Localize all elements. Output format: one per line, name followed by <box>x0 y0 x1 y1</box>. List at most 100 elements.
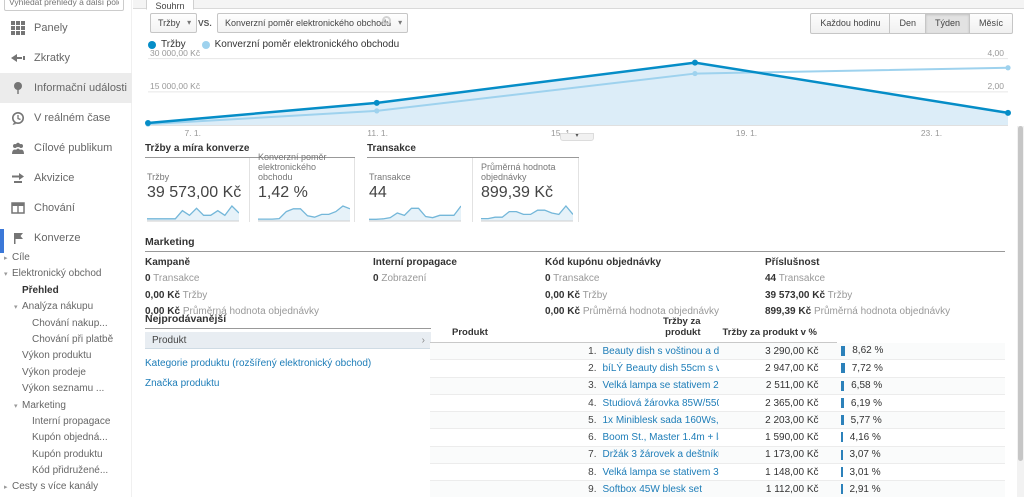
product-link[interactable]: Studiová žárovka 85W/5500K 400W <box>602 397 719 409</box>
sidebar-subitem[interactable]: Kód přidružené... <box>0 463 132 479</box>
row-revenue: 1 590,00 Kč <box>718 428 837 447</box>
expander-icon[interactable]: ▸ <box>4 484 8 492</box>
scorecard[interactable]: Tržby 39 573,00 Kč <box>145 158 250 222</box>
table-row: 2.bíLÝ Beauty dish 55cm s voštinou a dif… <box>430 359 1005 378</box>
scorecard[interactable]: Transakce 44 <box>367 158 473 222</box>
marketing-metric: 0,00 Kč Tržby <box>545 288 719 305</box>
hdr-line: Tržby za <box>663 316 701 327</box>
sidebar-subitem[interactable]: Chování při platbě <box>0 332 132 348</box>
product-link[interactable]: Držák 3 žárovek a deštníku se závitem E2… <box>602 449 719 461</box>
expander-icon[interactable]: ▾ <box>14 304 18 312</box>
scorecard[interactable]: Konverzní poměr elektronického obchodu 1,… <box>250 152 355 222</box>
sidebar-subitem[interactable]: ▸ Cíle <box>0 250 132 266</box>
product-link[interactable]: 1x Miniblesk sada 160Ws, záblesková lamp… <box>602 414 719 426</box>
sidebar-subitem[interactable]: Kupón objedná... <box>0 430 132 446</box>
granularity-button-den[interactable]: Den <box>889 13 926 34</box>
sidebar-item-chov-n-[interactable]: Chování <box>0 193 132 223</box>
top-sellers-menu: Nejprodávanější Produkt › Kategorie produk… <box>145 313 431 389</box>
product-link[interactable]: Velká lampa se stativem 38cm <box>602 466 719 478</box>
chart-collapse-handle[interactable]: ▾ <box>560 133 594 141</box>
sidebar-subitem[interactable]: Výkon prodeje <box>0 365 132 381</box>
percent-bar <box>840 449 843 460</box>
marketing-column: Příslušnost 44 Transakce 39 573,00 Kč Tržb… <box>765 257 950 321</box>
table-row: 9. Softbox 45W blesk set 1 112,00 Kč 2,91 % <box>430 480 1005 497</box>
sidebar-item-zkratky[interactable]: Zkratky <box>0 43 132 73</box>
row-percent-cell: 6,19 % <box>836 394 1005 413</box>
product-link[interactable]: Softbox 45W blesk set <box>602 484 703 496</box>
product-link[interactable]: Beauty dish s voštinou a difuzérem 42 cm… <box>602 345 719 357</box>
marketing-column-title: Příslušnost <box>765 257 820 268</box>
table-header-col-revenue[interactable]: Tržby za produkt <box>598 314 719 343</box>
marketing-metric: 0,00 Kč Tržby <box>145 288 319 305</box>
percent-bar <box>840 363 845 374</box>
marketing-metric-label: Průměrná hodnota objednávky <box>182 306 320 317</box>
top-sellers-title: Nejprodávanější <box>145 313 431 329</box>
expander-icon[interactable]: ▾ <box>14 402 18 410</box>
seller-menu-link[interactable]: Značka produktu <box>145 378 220 389</box>
sidebar-subitem[interactable]: ▸ Cesty s více kanály <box>0 479 132 495</box>
acquisition-swap-icon <box>12 173 24 183</box>
sidebar: Panely Zkratky Informační události V reálné… <box>0 0 132 497</box>
sidebar-subitem[interactable]: Interní propagace <box>0 414 132 430</box>
granularity-button-m-s-c[interactable]: Měsíc <box>968 13 1013 34</box>
scorecard[interactable]: Průměrná hodnota objednávky 899,39 Kč <box>473 158 579 222</box>
marketing-column: Interní propagace 0 Zobrazení <box>373 257 457 288</box>
expander-icon[interactable]: ▸ <box>4 255 8 262</box>
vertical-scrollbar[interactable] <box>1017 126 1024 497</box>
marketing-metric-label: Transakce <box>553 273 600 284</box>
sidebar-item-akvizice[interactable]: Akvizice <box>0 163 132 193</box>
scrollbar-thumb[interactable] <box>1018 126 1023 461</box>
sidebar-subitem[interactable]: Výkon produktu <box>0 348 132 364</box>
seller-menu-item-produkt[interactable]: Produkt › <box>145 332 431 349</box>
y-axis-right-tick: 2,00 <box>987 80 1004 91</box>
sidebar-item-konverze[interactable]: Konverze <box>0 223 132 253</box>
marketing-metric-label: Průměrná hodnota objednávky <box>582 306 720 317</box>
sparkline <box>258 205 350 222</box>
scorecards: Tržby a míra konverze Tržby 39 573,00 Kč Ko… <box>145 143 579 225</box>
sidebar-subitem[interactable]: ▾ Analýza nákupu <box>0 299 132 315</box>
sidebar-subitem[interactable]: ▾ Elektronický obchod <box>0 266 132 282</box>
granularity-button-t-den[interactable]: Týden <box>924 13 970 34</box>
sidebar-item-label: V reálném čase <box>34 112 111 124</box>
scorecard-group: Tržby a míra konverze Tržby 39 573,00 Kč Ko… <box>145 143 355 222</box>
sidebar-item-informa-n-ud-losti[interactable]: Informační události <box>0 73 132 103</box>
sidebar-item-label: Zkratky <box>34 52 71 64</box>
sidebar-subitem[interactable]: Výkon seznamu ... <box>0 381 132 397</box>
sidebar-subitem-label: Výkon seznamu ... <box>22 383 105 395</box>
secondary-metric-dropdown[interactable]: Konverzní poměr elektronického obchodu <box>217 13 409 33</box>
marketing-metric-label: Transakce <box>153 273 200 284</box>
granularity-button-ka-dou-hodinu[interactable]: Každou hodinu <box>810 13 891 34</box>
marketing-metric-label: Transakce <box>778 273 826 284</box>
primary-metric-dropdown[interactable]: Tržby <box>150 13 198 33</box>
marketing-metric-label: Průměrná hodnota objednávky <box>813 306 951 317</box>
product-table: Produkt Tržby za produkt Tržby za produkt v… <box>430 314 1005 497</box>
compare-toggle-icon[interactable] <box>382 16 391 25</box>
product-link[interactable]: bíLÝ Beauty dish 55cm s voštinou a difuz… <box>602 362 719 374</box>
secondary-metric-label: Konverzní poměr elektronického obchodu <box>225 18 392 28</box>
sidebar-subitem[interactable]: Kupón produktu <box>0 447 132 463</box>
sidebar-subitem[interactable]: Chování nakup... <box>0 316 132 332</box>
seller-menu-link[interactable]: Kategorie produktu (rozšířený elektronic… <box>145 358 372 369</box>
sidebar-subitem[interactable]: Přehled <box>0 283 132 299</box>
row-percent: 2,91 % <box>849 484 881 496</box>
sidebar-subitem-label: Kód přidružené... <box>32 465 109 477</box>
expander-icon[interactable]: ▾ <box>4 271 8 279</box>
row-percent-cell: 3,07 % <box>836 446 1005 465</box>
row-percent-cell: 5,77 % <box>836 411 1005 430</box>
table-header-col-percent[interactable]: Tržby za produkt v % <box>718 314 837 343</box>
sidebar-search-input[interactable] <box>4 0 124 11</box>
sidebar-subnav: ▸ Cíle ▾ Elektronický obchod Přehled ▾ Analýza… <box>0 250 132 496</box>
row-revenue: 2 203,00 Kč <box>718 411 837 430</box>
product-link[interactable]: Velká lampa se stativem 200cm <box>602 380 719 392</box>
tab-souhrn[interactable]: Souhrn <box>146 0 194 11</box>
chart-legend: Tržby Konverzní poměr elektronického obch… <box>148 39 399 50</box>
table-header-col-product[interactable]: Produkt <box>430 314 599 343</box>
sidebar-item-label: Informační události <box>34 82 127 94</box>
sidebar-item-v-re-ln-m-ase[interactable]: V reálném čase <box>0 103 132 133</box>
sidebar-subitem[interactable]: ▾ Marketing <box>0 398 132 414</box>
row-product: Velká lampa se stativem 38cm <box>598 463 719 482</box>
sidebar-item-panely[interactable]: Panely <box>0 13 132 43</box>
sidebar-item-c-lov-publikum[interactable]: Cílové publikum <box>0 133 132 163</box>
product-link[interactable]: Boom St., Master 1.4m + lampa <box>602 432 719 444</box>
percent-bar <box>840 432 843 443</box>
